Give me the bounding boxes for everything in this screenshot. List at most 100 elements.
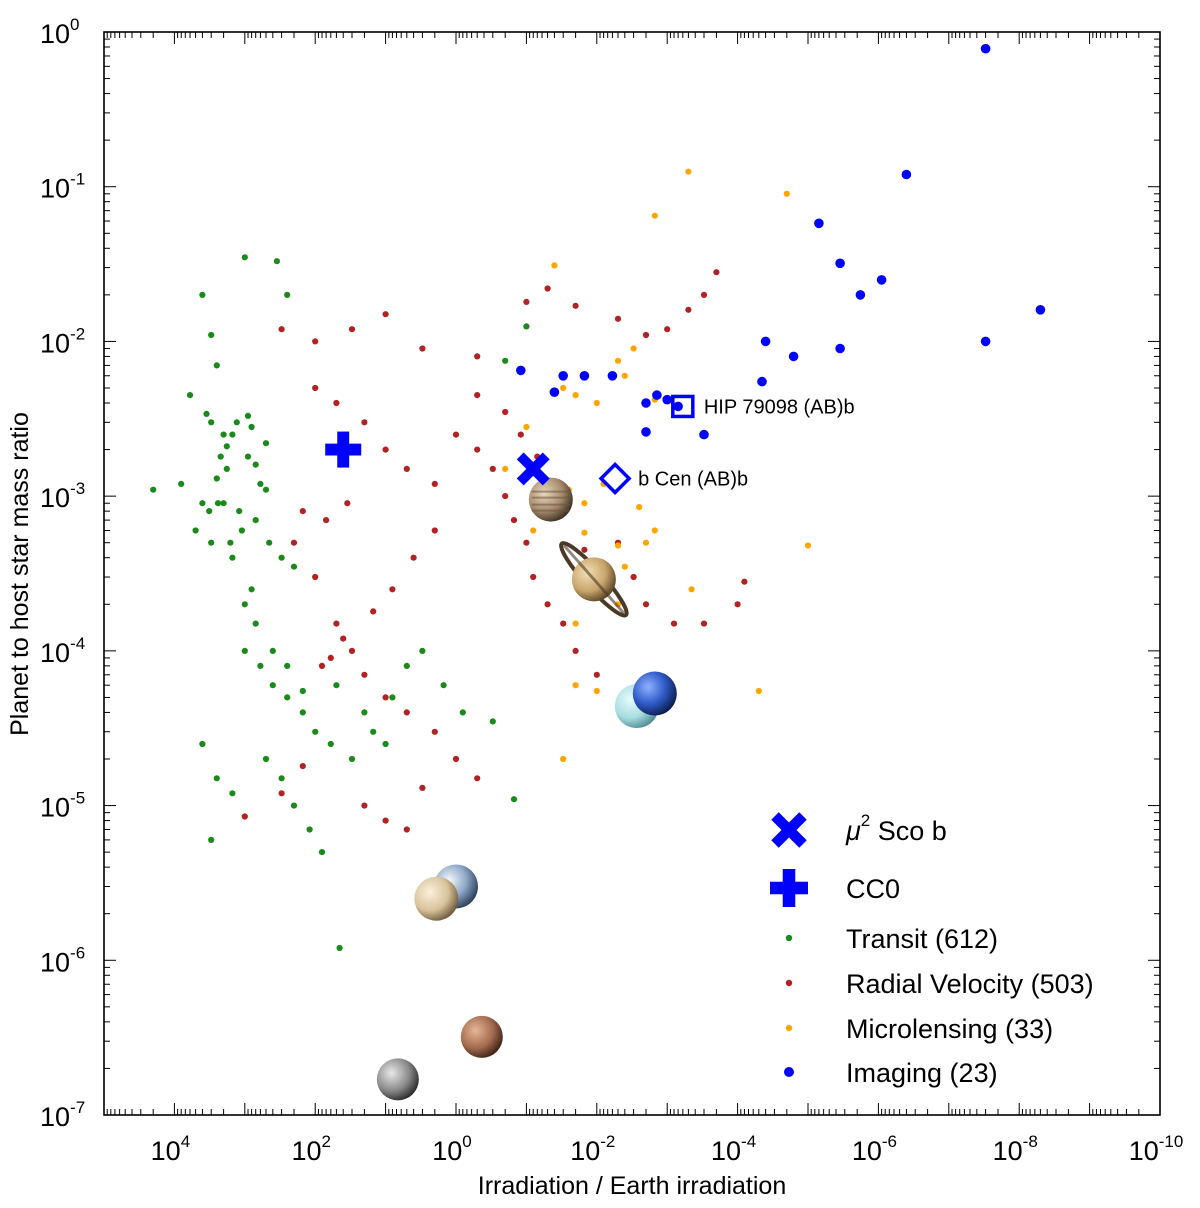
radial_velocity-point <box>642 601 650 608</box>
transit-point <box>248 586 255 593</box>
y-tick-label: 10-7 <box>40 1098 85 1132</box>
radial_velocity-point <box>344 500 351 507</box>
x-tick-label: 102 <box>291 1132 331 1166</box>
radial_velocity-point <box>382 694 389 701</box>
imaging-point <box>1035 305 1046 315</box>
imaging-point <box>579 371 590 381</box>
transit-point <box>299 709 306 716</box>
x-axis-title: Irradiation / Earth irradiation <box>478 1172 786 1200</box>
imaging-point <box>558 371 568 381</box>
legend-plus-icon <box>770 869 808 907</box>
neptune-icon <box>632 671 677 716</box>
imaging-point <box>980 336 991 347</box>
mu2-sco-b-marker <box>516 452 550 486</box>
transit-point <box>299 687 306 695</box>
transit-point <box>284 291 291 298</box>
radial_velocity-point <box>299 508 306 515</box>
imaging-point <box>641 398 651 408</box>
transit-point <box>262 486 270 493</box>
microlensing-point <box>593 399 600 407</box>
highlighted-planets: HIP 79098 (AB)b b Cen (AB)b <box>325 394 855 495</box>
transit-point <box>178 480 185 487</box>
legend-item: Radial Velocity (503) <box>785 969 1094 999</box>
transit-point <box>241 254 248 261</box>
radial_velocity-point <box>278 790 285 797</box>
transit-point <box>208 331 215 339</box>
legend-label: μ2 Sco b <box>845 811 947 846</box>
transit-point <box>419 647 426 655</box>
microlensing-point <box>560 755 567 763</box>
radial_velocity-point <box>333 620 340 627</box>
microlensing-point <box>530 527 537 534</box>
radial_velocity-point <box>403 465 410 472</box>
transit-point <box>213 362 220 369</box>
radial_velocity-point <box>410 554 417 561</box>
y-tick-label: 10-3 <box>40 479 85 513</box>
cc0-marker <box>325 431 362 468</box>
radial_velocity-point <box>593 671 600 678</box>
transit-point <box>262 755 270 763</box>
radial_velocity-point <box>361 802 368 809</box>
radial_velocity-point <box>544 601 551 608</box>
radial_velocity-point <box>403 709 410 716</box>
transit-point <box>252 517 259 524</box>
transit-point <box>502 357 509 364</box>
transit-point <box>361 709 368 716</box>
radial_velocity-point <box>685 306 692 313</box>
mars-icon <box>460 1015 503 1058</box>
microlensing-point <box>804 542 812 549</box>
transit-point <box>252 620 259 627</box>
transit-point <box>229 431 236 438</box>
transit-point <box>208 539 215 546</box>
mercury-disk <box>376 1058 419 1101</box>
transit-point <box>278 775 285 782</box>
imaging-point <box>549 387 560 398</box>
solar-system-planets <box>376 477 677 1101</box>
legend: μ2 Sco b CC0 Transit (612) Radial Velocity … <box>770 811 1094 1088</box>
legend-dot-icon <box>785 1024 793 1032</box>
transit-point <box>199 500 206 507</box>
transit-point <box>459 709 466 716</box>
radial_velocity-point <box>382 817 389 824</box>
radial_velocity-point <box>312 384 319 392</box>
imaging-point <box>980 43 991 54</box>
x-stroke <box>771 812 807 848</box>
neptune-disk <box>632 671 677 716</box>
x-stroke <box>516 452 550 486</box>
microlensing-point <box>572 392 579 399</box>
radial_velocity-point <box>431 527 438 534</box>
imaging-point <box>607 371 618 381</box>
radial_velocity-point <box>700 291 708 298</box>
y-tick-label: 10-1 <box>40 170 85 204</box>
transit-point <box>233 419 240 426</box>
transit-point <box>510 796 518 803</box>
transit-point <box>269 647 276 655</box>
transit-point <box>199 291 206 298</box>
imaging-point <box>641 427 651 437</box>
transit-point <box>257 662 264 670</box>
radial_velocity-point <box>510 517 518 524</box>
radial_velocity-point <box>403 826 410 833</box>
transit-point <box>217 453 224 460</box>
microlensing-point <box>636 504 643 511</box>
radial_velocity-point <box>419 345 426 352</box>
x-tick-label: 10-2 <box>570 1132 615 1166</box>
transit-point <box>220 500 227 507</box>
radial_velocity-point <box>348 647 356 655</box>
y-tick-label: 10-2 <box>40 324 85 358</box>
transit-point <box>370 728 377 735</box>
microlensing-point <box>621 372 628 379</box>
hip79098-label: HIP 79098 (AB)b <box>704 396 855 418</box>
radial_velocity-point <box>452 431 460 438</box>
transit-point <box>248 423 255 431</box>
transit-point <box>238 527 245 534</box>
microlensing-point <box>783 190 790 197</box>
radial_velocity-point <box>530 573 537 581</box>
transit-point <box>199 740 206 748</box>
radial_velocity-point <box>382 311 389 318</box>
radial_velocity-point <box>370 608 377 615</box>
transit-point <box>290 802 298 809</box>
microlensing-point <box>755 687 762 695</box>
transit-point <box>290 563 298 570</box>
microlensing-point <box>523 423 530 431</box>
